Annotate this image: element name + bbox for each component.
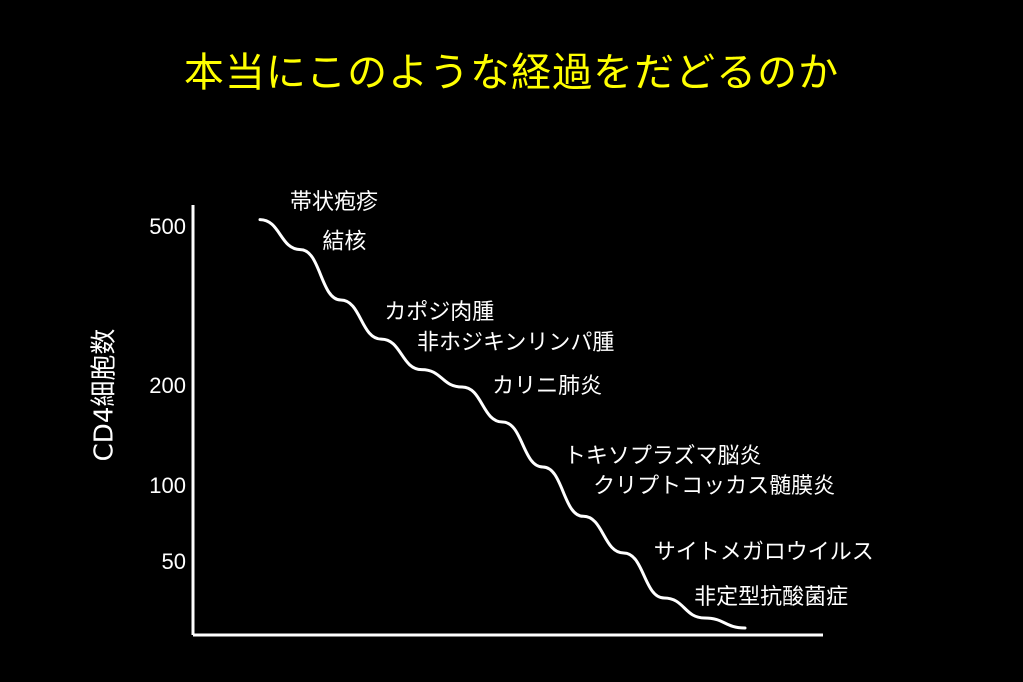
event-label: サイトメガロウイルス bbox=[654, 540, 874, 565]
event-label: 帯状疱疹 bbox=[290, 190, 378, 215]
y-tick-label: 100 bbox=[149, 473, 186, 498]
event-label: トキソプラズマ脳炎 bbox=[564, 444, 762, 469]
event-label: クリプトコッカス髄膜炎 bbox=[593, 474, 835, 499]
page-title: 本当にこのような経過をだどるのか bbox=[183, 50, 840, 96]
event-label: 非ホジキンリンパ腫 bbox=[417, 331, 614, 356]
event-label: 結核 bbox=[322, 229, 366, 254]
event-label: 非定型抗酸菌症 bbox=[694, 585, 848, 610]
cd4-decline-line bbox=[258, 218, 747, 630]
event-labels: 帯状疱疹結核カポジ肉腫非ホジキンリンパ腫カリニ肺炎トキソプラズマ脳炎クリプトコッ… bbox=[290, 190, 874, 610]
y-axis-label: CD4細胞数 bbox=[90, 329, 120, 462]
event-label: カポジ肉腫 bbox=[384, 300, 494, 325]
y-tick-label: 50 bbox=[162, 549, 186, 574]
event-label: カリニ肺炎 bbox=[492, 374, 602, 399]
y-tick-labels: 500 200 100 50 bbox=[149, 214, 186, 574]
y-tick-label: 500 bbox=[149, 214, 186, 239]
y-tick-label: 200 bbox=[149, 373, 186, 398]
